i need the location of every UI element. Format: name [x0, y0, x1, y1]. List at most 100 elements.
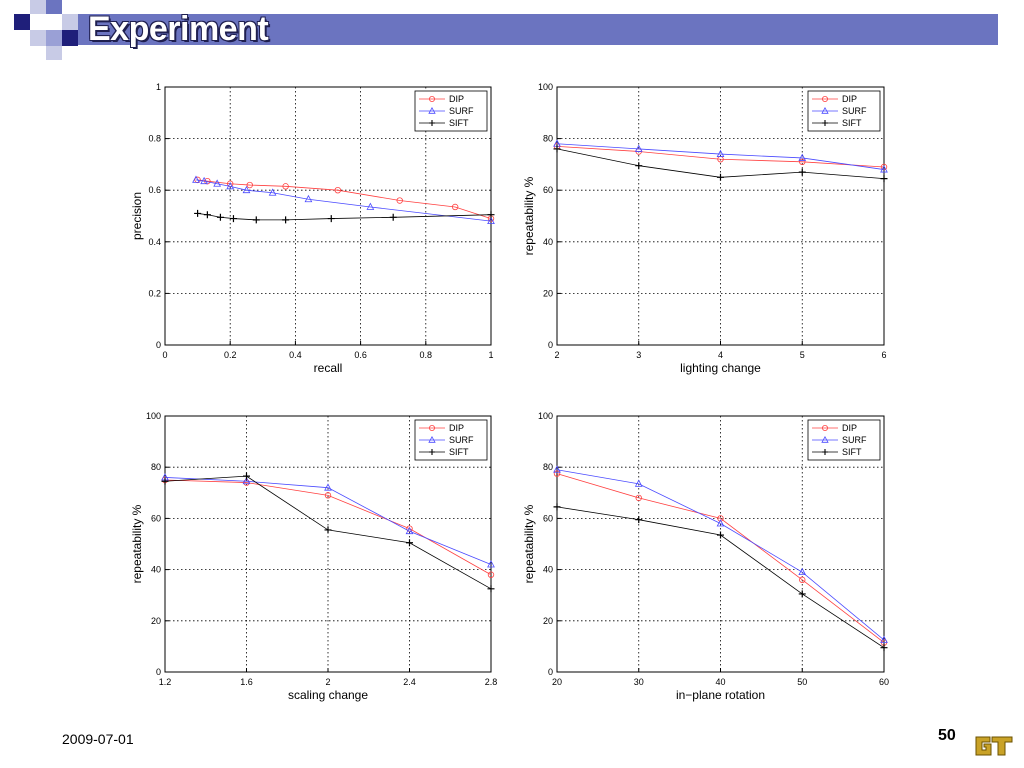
y-tick-label: 1	[156, 82, 161, 92]
data-point-sift	[194, 209, 202, 217]
y-tick-label: 60	[151, 513, 161, 523]
title-decoration-square-mid	[46, 0, 62, 14]
x-tick-label: 0.6	[354, 350, 367, 360]
y-tick-label: 0.6	[148, 185, 161, 195]
data-point-sift	[553, 503, 561, 511]
data-point-dip	[324, 492, 332, 499]
legend-label-dip: DIP	[449, 94, 464, 104]
legend-label-sift: SIFT	[449, 118, 469, 128]
data-point-sift	[717, 173, 724, 181]
data-point-surf	[634, 479, 643, 487]
x-tick-label: 4	[718, 350, 723, 360]
y-tick-label: 0.8	[148, 134, 161, 144]
y-tick-label: 20	[543, 288, 553, 298]
legend-marker-sift	[822, 120, 828, 126]
legend-label-surf: SURF	[842, 106, 867, 116]
data-point-surf	[366, 202, 375, 210]
x-tick-label: 2	[554, 350, 559, 360]
data-point-dip	[396, 197, 403, 204]
data-point-sift	[487, 585, 495, 593]
data-point-sift	[635, 162, 643, 170]
series-line-surf	[556, 469, 885, 641]
legend-marker-sift	[429, 449, 435, 455]
title-decoration-square-dark	[14, 14, 30, 30]
data-point-surf	[716, 519, 725, 527]
y-tick-label: 20	[543, 616, 553, 626]
legend-marker-dip	[428, 96, 435, 103]
data-point-surf	[798, 567, 807, 576]
data-point-dip	[487, 571, 495, 578]
x-tick-label: 2.4	[403, 677, 416, 687]
data-point-dip	[282, 183, 289, 190]
data-point-surf	[213, 179, 222, 187]
data-point-sift	[717, 531, 724, 539]
legend-label-surf: SURF	[449, 435, 474, 445]
data-point-dip	[451, 203, 459, 211]
data-point-surf	[324, 483, 332, 491]
data-point-surf	[242, 185, 251, 194]
data-point-sift	[880, 175, 888, 183]
series-line-dip	[197, 179, 492, 219]
legend-marker-surf	[428, 435, 436, 443]
x-tick-label: 60	[879, 677, 889, 687]
y-tick-label: 60	[543, 513, 553, 523]
gt-logo-icon	[975, 736, 1013, 756]
data-point-dip	[553, 470, 561, 477]
data-point-dip	[799, 158, 806, 166]
x-tick-label: 0.2	[224, 350, 237, 360]
legend-marker-dip	[822, 96, 829, 103]
y-tick-label: 60	[543, 185, 553, 195]
legend-label-dip: DIP	[842, 423, 857, 433]
x-tick-label: 0.8	[420, 350, 433, 360]
data-point-dip	[246, 181, 253, 189]
series-line-surf	[556, 143, 885, 170]
legend-marker-surf	[821, 106, 829, 114]
x-tick-label: 6	[881, 350, 886, 360]
data-point-surf	[192, 175, 200, 183]
x-tick-label: 1.2	[159, 677, 172, 687]
data-point-surf	[634, 144, 643, 152]
data-point-sift	[243, 472, 250, 480]
y-tick-label: 40	[151, 565, 161, 575]
legend-marker-sift	[822, 449, 828, 455]
y-tick-label: 0	[548, 667, 553, 677]
chart-3: 1.2 1.6 2 2.4 2.8 0 20 40 60 80 100 scaling change r…	[130, 411, 497, 702]
y-tick-label: 80	[543, 134, 553, 144]
series-line-dip	[164, 479, 492, 576]
data-point-surf	[226, 181, 235, 190]
data-point-surf	[487, 560, 495, 568]
data-point-dip	[717, 515, 724, 522]
legend-marker-dip	[428, 424, 435, 431]
title-decoration-square-mid	[46, 30, 62, 46]
data-point-sift	[327, 215, 335, 223]
legend-label-surf: SURF	[449, 106, 474, 116]
page-number: 50	[938, 727, 956, 744]
data-point-sift	[880, 644, 888, 652]
legend-marker-dip	[822, 424, 829, 431]
data-point-sift	[252, 216, 260, 224]
data-point-sift	[161, 477, 169, 485]
data-point-sift	[553, 145, 561, 153]
y-tick-label: 0	[548, 340, 553, 350]
data-point-surf	[798, 153, 807, 161]
data-point-sift	[798, 168, 806, 176]
x-tick-label: 0.4	[289, 350, 302, 360]
data-point-sift	[406, 539, 413, 547]
series-line-dip	[556, 473, 885, 643]
data-point-surf	[880, 165, 888, 173]
charts-panel: 0 0.2 0.4 0.6 0.8 1 0 0.2 0.4 0.6 0.8 1 recall precis…	[130, 82, 889, 702]
data-point-dip	[880, 163, 888, 171]
x-tick-label: 2	[325, 677, 330, 687]
title-decoration-square-light	[62, 14, 78, 30]
chart-1: 0 0.2 0.4 0.6 0.8 1 0 0.2 0.4 0.6 0.8 1 recall precis…	[130, 82, 495, 375]
series-line-surf	[164, 477, 492, 565]
x-tick-label: 2.8	[485, 677, 498, 687]
x-axis-label: in−plane rotation	[676, 688, 765, 702]
x-tick-label: 1.6	[240, 677, 253, 687]
data-point-sift	[229, 215, 237, 223]
data-point-surf	[200, 176, 208, 185]
data-point-surf	[304, 194, 313, 203]
data-point-sift	[324, 526, 332, 534]
